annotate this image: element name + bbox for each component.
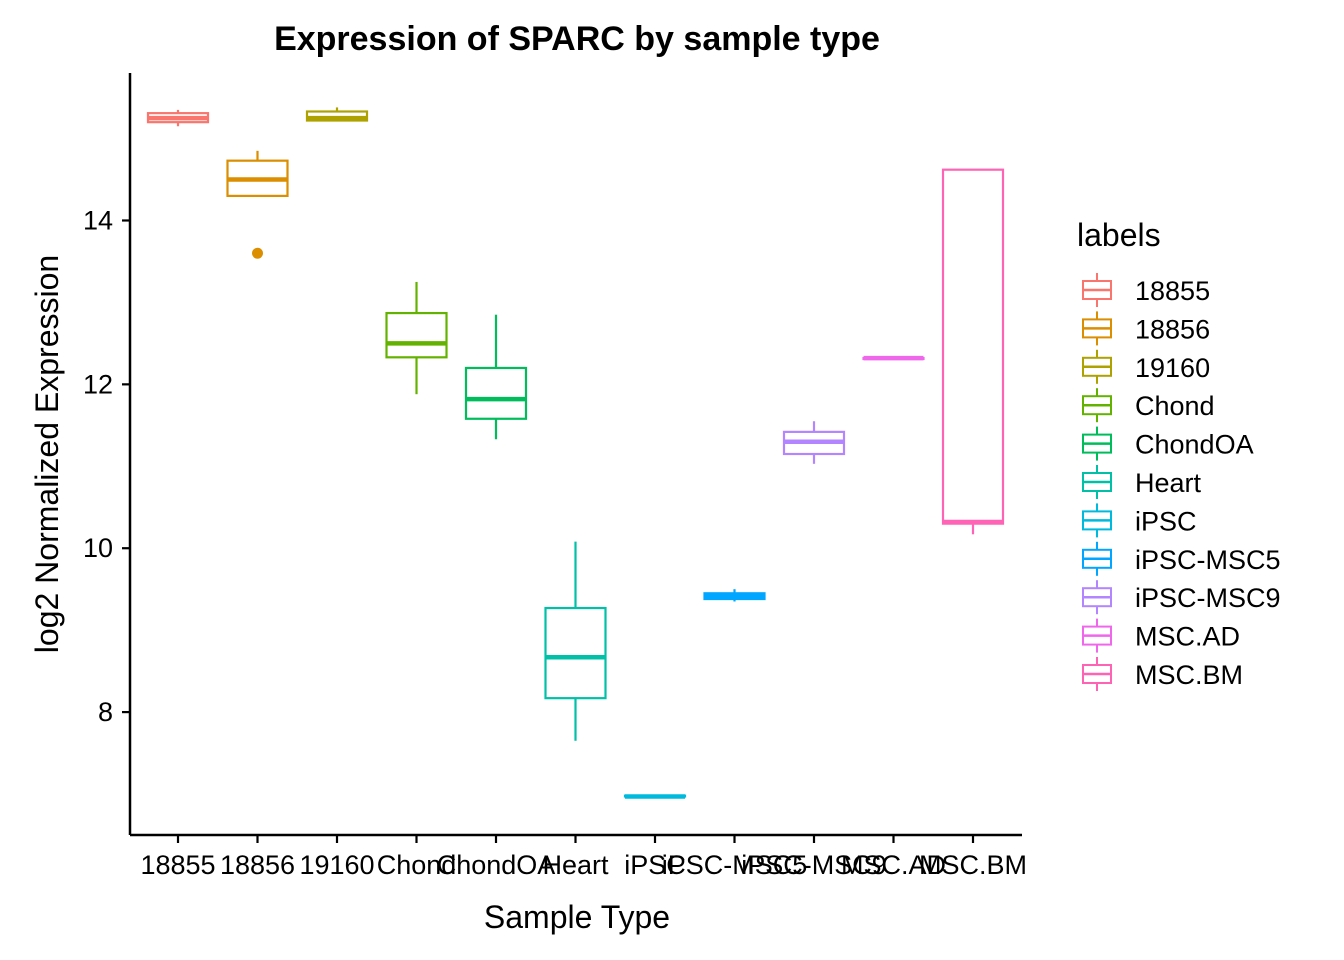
legend-label: iPSC-MSC9 — [1135, 583, 1281, 613]
x-tick-label: iPSC — [624, 850, 686, 880]
legend-title: labels — [1077, 217, 1161, 253]
legend-item-MSC.BM: MSC.BM — [1082, 657, 1243, 691]
legend-label: 18856 — [1135, 314, 1210, 344]
legend-label: iPSC — [1135, 506, 1197, 536]
y-ticks: 8 10 12 14 — [83, 205, 130, 727]
box-19160 — [305, 107, 369, 122]
y-tick-label: 12 — [83, 369, 113, 399]
chart-title: Expression of SPARC by sample type — [274, 20, 880, 58]
y-axis-title: log2 Normalized Expression — [29, 255, 65, 653]
legend-item-18856: 18856 — [1082, 311, 1210, 346]
legend-item-iPSC-MSC5: iPSC-MSC5 — [1082, 541, 1281, 576]
x-tick-label: Chond — [377, 850, 457, 880]
x-tick-label: 18855 — [140, 850, 215, 880]
x-tick-label: 19160 — [299, 850, 374, 880]
legend-label: Heart — [1135, 468, 1202, 498]
legend-item-MSC.AD: MSC.AD — [1082, 618, 1240, 653]
box-body — [544, 606, 607, 700]
y-tick-label: 14 — [83, 205, 113, 235]
legend-item-iPSC: iPSC — [1082, 503, 1197, 538]
plot-area — [146, 107, 1005, 799]
legend-item-19160: 19160 — [1082, 349, 1210, 384]
box-Heart — [544, 541, 607, 741]
x-tick-label: ChondOA — [437, 850, 556, 880]
legend-label: MSC.BM — [1135, 660, 1243, 690]
legend-item-iPSC-MSC9: iPSC-MSC9 — [1082, 580, 1281, 615]
x-tick-label: MSC.AD — [841, 850, 946, 880]
box-MSC.BM — [941, 168, 1005, 535]
y-tick-label: 10 — [83, 533, 113, 563]
x-tick-label: iPSC-MSC5 — [662, 850, 808, 880]
box-MSC.AD — [862, 355, 925, 361]
legend-label: 19160 — [1135, 353, 1210, 383]
box-body — [464, 366, 528, 420]
box-body — [941, 168, 1005, 525]
x-tick-label: Heart — [542, 850, 609, 880]
box-iPSC — [623, 794, 687, 799]
box-Chond — [385, 281, 448, 395]
x-axis-title: Sample Type — [484, 899, 670, 935]
legend-item-18855: 18855 — [1082, 273, 1210, 307]
x-tick-label: 18856 — [220, 850, 295, 880]
box-iPSC-MSC5 — [703, 589, 766, 602]
y-tick-label: 8 — [98, 697, 113, 727]
x-tick-label: MSC.BM — [919, 850, 1027, 880]
legend-item-Chond: Chond — [1082, 388, 1215, 423]
legend-item-Heart: Heart — [1082, 465, 1202, 499]
box-18856 — [226, 150, 289, 259]
box-body — [385, 311, 448, 359]
legend-label: ChondOA — [1135, 430, 1254, 460]
box-ChondOA — [464, 314, 528, 440]
legend-item-ChondOA: ChondOA — [1082, 426, 1254, 461]
legend-label: 18855 — [1135, 276, 1210, 306]
legend: labels 18855 18856 19160 Chond ChondOA Heart i… — [1077, 217, 1281, 691]
legend-label: Chond — [1135, 391, 1215, 421]
box-18855 — [146, 109, 210, 127]
x-tick-label: iPSC-MSC9 — [741, 850, 887, 880]
legend-label: MSC.AD — [1135, 622, 1240, 652]
box-iPSC-MSC9 — [782, 421, 846, 464]
legend-label: iPSC-MSC5 — [1135, 545, 1281, 575]
outlier-point — [252, 247, 263, 259]
